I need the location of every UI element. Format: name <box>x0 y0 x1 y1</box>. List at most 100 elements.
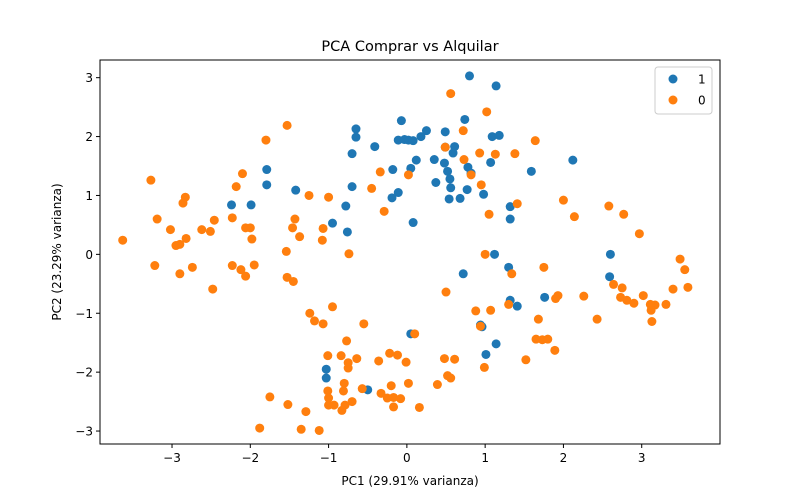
point-series-1-19 <box>429 155 439 165</box>
point-series-0-48 <box>634 229 644 239</box>
point-series-1-32 <box>431 178 441 188</box>
point-series-0-42 <box>295 232 305 242</box>
point-series-0-28 <box>152 214 162 224</box>
point-series-0-14 <box>403 170 413 180</box>
legend-label-series-0: 0 <box>698 94 706 108</box>
point-series-0-126 <box>357 384 367 394</box>
x-axis-label: PC1 (29.91% varianza) <box>341 474 478 488</box>
point-series-0-56 <box>249 260 259 270</box>
point-series-1-6 <box>351 124 361 134</box>
point-series-0-67 <box>683 282 693 292</box>
point-series-1-2 <box>460 114 470 124</box>
point-series-1-53 <box>490 249 500 259</box>
point-series-0-6 <box>440 142 450 152</box>
point-series-0-3 <box>261 135 271 145</box>
legend-marker-series-1 <box>668 74 678 84</box>
point-series-0-74 <box>638 291 648 301</box>
point-series-0-31 <box>290 214 300 224</box>
point-series-0-94 <box>475 321 485 331</box>
point-series-0-46 <box>569 212 579 222</box>
point-series-0-75 <box>579 291 589 301</box>
point-series-0-7 <box>459 155 469 165</box>
point-series-0-119 <box>386 381 396 391</box>
x-tick-label-1: −2 <box>241 451 259 465</box>
point-series-0-135 <box>265 392 275 402</box>
point-series-1-5 <box>440 127 450 137</box>
point-series-1-3 <box>396 116 406 126</box>
point-series-1-48 <box>505 214 515 224</box>
point-series-0-37 <box>245 223 255 233</box>
point-series-0-61 <box>507 269 517 279</box>
point-series-0-1 <box>482 107 492 117</box>
point-series-0-52 <box>150 261 160 271</box>
point-series-1-34 <box>462 185 472 195</box>
point-series-0-8 <box>475 148 485 158</box>
point-series-0-51 <box>480 249 490 259</box>
point-series-0-127 <box>338 386 348 396</box>
point-series-1-38 <box>262 180 272 190</box>
point-series-0-139 <box>255 423 265 433</box>
x-tick-label-3: 0 <box>403 451 411 465</box>
point-series-0-101 <box>336 351 346 361</box>
point-series-1-40 <box>387 193 397 203</box>
point-series-0-105 <box>385 348 395 358</box>
point-series-0-121 <box>382 393 392 403</box>
point-series-0-11 <box>237 169 247 179</box>
point-series-0-111 <box>446 373 456 383</box>
y-tick-label-6: 3 <box>85 71 93 85</box>
point-series-0-92 <box>359 319 369 329</box>
point-series-0-84 <box>471 306 481 316</box>
x-tick-label-4: 1 <box>481 451 489 465</box>
point-series-0-47 <box>619 209 629 219</box>
point-series-0-58 <box>175 269 185 279</box>
point-series-0-77 <box>551 294 561 304</box>
point-series-0-15 <box>466 170 476 180</box>
y-tick-label-1: −2 <box>75 366 93 380</box>
point-series-0-90 <box>318 319 328 329</box>
point-series-0-100 <box>323 351 333 361</box>
legend-marker-series-0 <box>668 95 678 105</box>
point-series-0-106 <box>392 350 402 360</box>
point-series-0-108 <box>439 354 449 364</box>
point-series-1-11 <box>494 130 504 140</box>
point-series-1-4 <box>421 126 431 136</box>
point-series-0-125 <box>376 388 386 398</box>
point-series-1-9 <box>370 142 380 152</box>
point-series-0-91 <box>328 302 337 312</box>
point-series-0-132 <box>324 393 334 403</box>
point-series-0-13 <box>375 167 385 177</box>
y-tick-label-0: −3 <box>75 425 93 439</box>
point-series-0-55 <box>241 271 251 281</box>
point-series-1-46 <box>227 200 237 210</box>
point-series-0-124 <box>414 402 424 412</box>
point-series-0-86 <box>592 314 602 324</box>
y-tick-label-4: 1 <box>85 189 93 203</box>
point-series-0-45 <box>118 235 128 245</box>
point-series-0-138 <box>314 425 324 435</box>
point-series-0-22 <box>367 183 377 193</box>
point-series-1-28 <box>445 174 455 184</box>
point-series-1-29 <box>388 165 398 175</box>
point-series-0-60 <box>288 276 298 286</box>
point-series-0-32 <box>288 223 298 233</box>
point-series-1-65 <box>321 364 331 374</box>
point-series-0-35 <box>205 226 215 236</box>
points-layer <box>118 71 693 435</box>
point-series-0-4 <box>458 126 468 136</box>
point-series-1-30 <box>568 155 578 165</box>
point-series-1-16 <box>408 136 418 146</box>
point-series-0-53 <box>227 261 237 271</box>
point-series-1-45 <box>246 200 256 210</box>
point-series-0-78 <box>661 299 671 309</box>
point-series-1-52 <box>605 249 615 259</box>
point-series-1-59 <box>540 292 550 302</box>
point-series-0-30 <box>227 213 237 223</box>
point-series-1-22 <box>486 157 496 167</box>
point-series-1-58 <box>512 301 522 311</box>
point-series-1-24 <box>443 166 453 176</box>
point-series-0-68 <box>609 279 619 289</box>
point-series-1-10 <box>487 132 497 142</box>
point-series-0-112 <box>479 362 489 372</box>
point-series-0-122 <box>396 394 406 404</box>
point-series-0-21 <box>324 192 334 202</box>
